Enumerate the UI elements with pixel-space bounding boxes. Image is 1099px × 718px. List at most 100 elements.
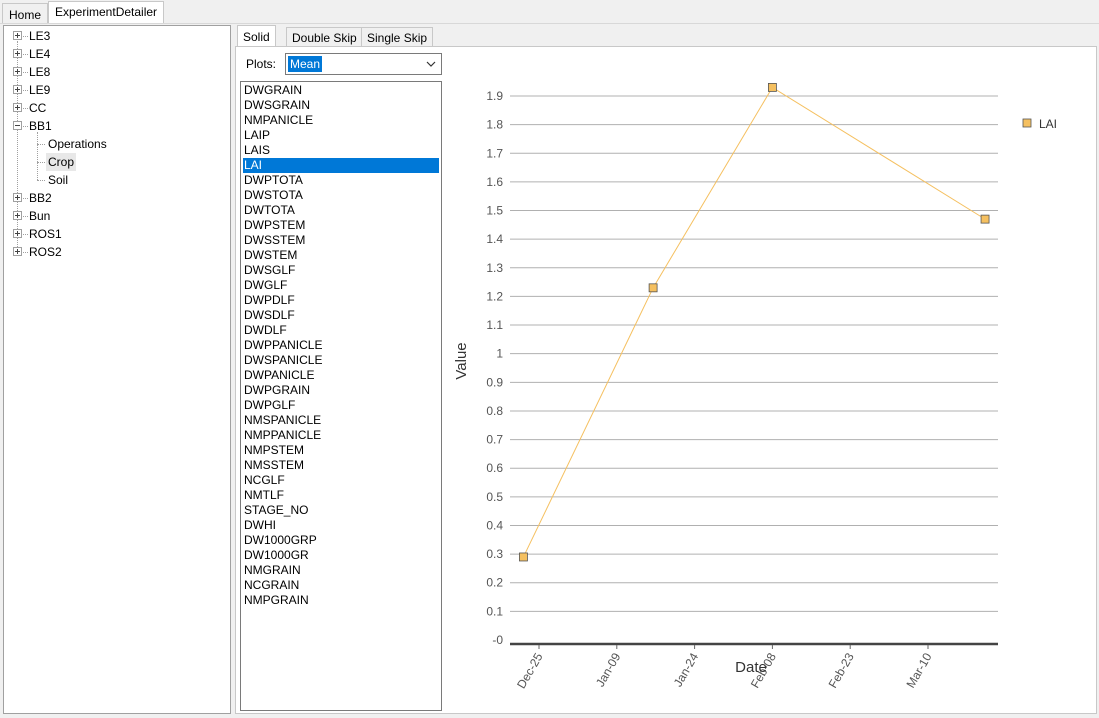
tab-strip-divider [0, 23, 1099, 24]
tab-single-skip[interactable]: Single Skip [361, 27, 434, 47]
tree-node-ros2[interactable]: ROS2 [29, 245, 62, 259]
data-point [519, 552, 528, 562]
variable-item-nmsstem[interactable]: NMSSTEM [244, 458, 304, 472]
variable-item-lai[interactable]: LAI [243, 158, 439, 173]
main-tab-strip: Home ExperimentDetailer [0, 0, 1099, 24]
legend-marker [1022, 118, 1032, 128]
x-axis-title: Date [735, 659, 767, 676]
tree-node-le8[interactable]: LE8 [29, 65, 51, 79]
tree-node-le4[interactable]: LE4 [29, 47, 51, 61]
variable-item-dwtota[interactable]: DWTOTA [244, 203, 295, 217]
variable-item-dwstota[interactable]: DWSTOTA [244, 188, 303, 202]
expand-toggle-icon[interactable] [13, 31, 22, 40]
variable-item-dwsglf[interactable]: DWSGLF [244, 263, 296, 277]
variable-item-dw1000gr[interactable]: DW1000GR [244, 548, 309, 562]
tree-connector [23, 108, 28, 109]
variable-item-nmgrain[interactable]: NMGRAIN [244, 563, 301, 577]
variable-item-nmspanicle[interactable]: NMSPANICLE [244, 413, 322, 427]
tree-node-bb1[interactable]: BB1 [29, 119, 52, 133]
variable-item-ncglf[interactable]: NCGLF [244, 473, 285, 487]
tree-node-ros1[interactable]: ROS1 [29, 227, 62, 241]
tree-node-le3[interactable]: LE3 [29, 29, 51, 43]
tree-connector [17, 41, 18, 247]
variable-item-dwsdlf[interactable]: DWSDLF [244, 308, 295, 322]
y-tick-label: 1.5 [486, 204, 503, 218]
variable-item-dwstem[interactable]: DWSTEM [244, 248, 298, 262]
treatment-tab-strip: Solid Double Skip Single Skip [235, 25, 1097, 47]
tab-solid[interactable]: Solid [237, 25, 276, 47]
tree-node-crop[interactable]: Crop [46, 153, 77, 171]
variable-item-dwspanicle[interactable]: DWSPANICLE [244, 353, 323, 367]
variable-item-stage_no[interactable]: STAGE_NO [244, 503, 309, 517]
expand-toggle-icon[interactable] [13, 49, 22, 58]
variable-item-dwpstem[interactable]: DWPSTEM [244, 218, 306, 232]
collapse-toggle-icon[interactable] [13, 121, 22, 130]
y-tick-label: 0.4 [486, 518, 503, 532]
plots-label: Plots: [246, 57, 277, 71]
variable-item-dwdlf[interactable]: DWDLF [244, 323, 287, 337]
variable-item-ncgrain[interactable]: NCGRAIN [244, 578, 300, 592]
variable-item-laip[interactable]: LAIP [244, 128, 271, 142]
y-tick-label: 1.2 [486, 289, 503, 303]
tree-node-bb2[interactable]: BB2 [29, 191, 52, 205]
x-tick-label: Feb-23 [826, 650, 857, 690]
expand-toggle-icon[interactable] [13, 103, 22, 112]
variable-item-dwgrain[interactable]: DWGRAIN [244, 83, 302, 97]
legend-label: LAI [1039, 117, 1057, 131]
tab-home[interactable]: Home [2, 3, 49, 24]
expand-toggle-icon[interactable] [13, 67, 22, 76]
experiment-tree[interactable]: LE3 LE4 LE8 LE9 CC BB1 Operations Crop Soil BB2 Bu… [3, 25, 231, 714]
variable-item-dwppanicle[interactable]: DWPPANICLE [244, 338, 323, 352]
variable-item-dwpanicle[interactable]: DWPANICLE [244, 368, 315, 382]
tab-content: Plots: Mean DWGRAIN DWSGRAIN NMPANICLE LAIP… [235, 46, 1097, 714]
tree-connector [23, 252, 28, 253]
tree-connector [23, 72, 28, 73]
plots-selected-value: Mean [288, 56, 323, 72]
expand-toggle-icon[interactable] [13, 193, 22, 202]
expand-toggle-icon[interactable] [13, 85, 22, 94]
variable-item-nmpstem[interactable]: NMPSTEM [244, 443, 304, 457]
data-point [648, 283, 658, 293]
variable-item-dwpglf[interactable]: DWPGLF [244, 398, 296, 412]
expand-toggle-icon[interactable] [13, 247, 22, 256]
variable-item-dwptota[interactable]: DWPTOTA [244, 173, 303, 187]
tree-connector [23, 234, 28, 235]
x-tick-label: Mar-10 [903, 650, 934, 690]
tree-node-bun[interactable]: Bun [29, 209, 51, 223]
variable-item-nmppanicle[interactable]: NMPPANICLE [244, 428, 322, 442]
variable-list[interactable]: DWGRAIN DWSGRAIN NMPANICLE LAIP LAIS LAI DWPTO… [240, 81, 442, 711]
variable-item-dwhi[interactable]: DWHI [244, 518, 276, 532]
variable-item-dwsgrain[interactable]: DWSGRAIN [244, 98, 310, 112]
variable-item-dwsstem[interactable]: DWSSTEM [244, 233, 306, 247]
variable-item-dwglf[interactable]: DWGLF [244, 278, 288, 292]
series-line-lai [522, 86, 986, 558]
expand-toggle-icon[interactable] [13, 211, 22, 220]
y-tick-label: 0.7 [486, 433, 503, 447]
y-axis-title: Value [453, 342, 470, 379]
y-tick-label: 0.6 [486, 461, 503, 475]
variable-item-dw1000grp[interactable]: DW1000GRP [244, 533, 317, 547]
variable-item-dwpgrain[interactable]: DWPGRAIN [244, 383, 310, 397]
variable-item-dwpdlf[interactable]: DWPDLF [244, 293, 295, 307]
plots-dropdown[interactable]: Mean [285, 53, 442, 75]
tree-node-soil[interactable]: Soil [48, 173, 69, 187]
tree-connector [23, 36, 28, 37]
y-tick-label: 1.9 [486, 89, 503, 103]
tree-node-le9[interactable]: LE9 [29, 83, 51, 97]
variable-item-lais[interactable]: LAIS [244, 143, 271, 157]
lai-chart: -0 0.1 0.2 0.3 0.4 0.5 0.6 0.7 0.8 0.9 1 1.1 1.2 1.3 1… [453, 83, 1057, 691]
tree-connector [23, 90, 28, 91]
tree-node-cc[interactable]: CC [29, 101, 47, 115]
tree-connector [23, 216, 28, 217]
y-tick-label: 1.1 [486, 318, 503, 332]
tree-node-operations[interactable]: Operations [48, 137, 107, 151]
chart-area: -0 0.1 0.2 0.3 0.4 0.5 0.6 0.7 0.8 0.9 1 1.1 1.2 1.3 1… [450, 48, 1096, 712]
variable-item-nmpanicle[interactable]: NMPANICLE [244, 113, 314, 127]
experiment-detail-panel: Solid Double Skip Single Skip Plots: Mea… [235, 25, 1097, 714]
variable-item-nmpgrain[interactable]: NMPGRAIN [244, 593, 309, 607]
tab-experiment-detailer[interactable]: ExperimentDetailer [48, 1, 165, 24]
tab-double-skip[interactable]: Double Skip [286, 27, 363, 47]
variable-item-nmtlf[interactable]: NMTLF [244, 488, 284, 502]
expand-toggle-icon[interactable] [13, 229, 22, 238]
chevron-down-icon [426, 61, 436, 67]
